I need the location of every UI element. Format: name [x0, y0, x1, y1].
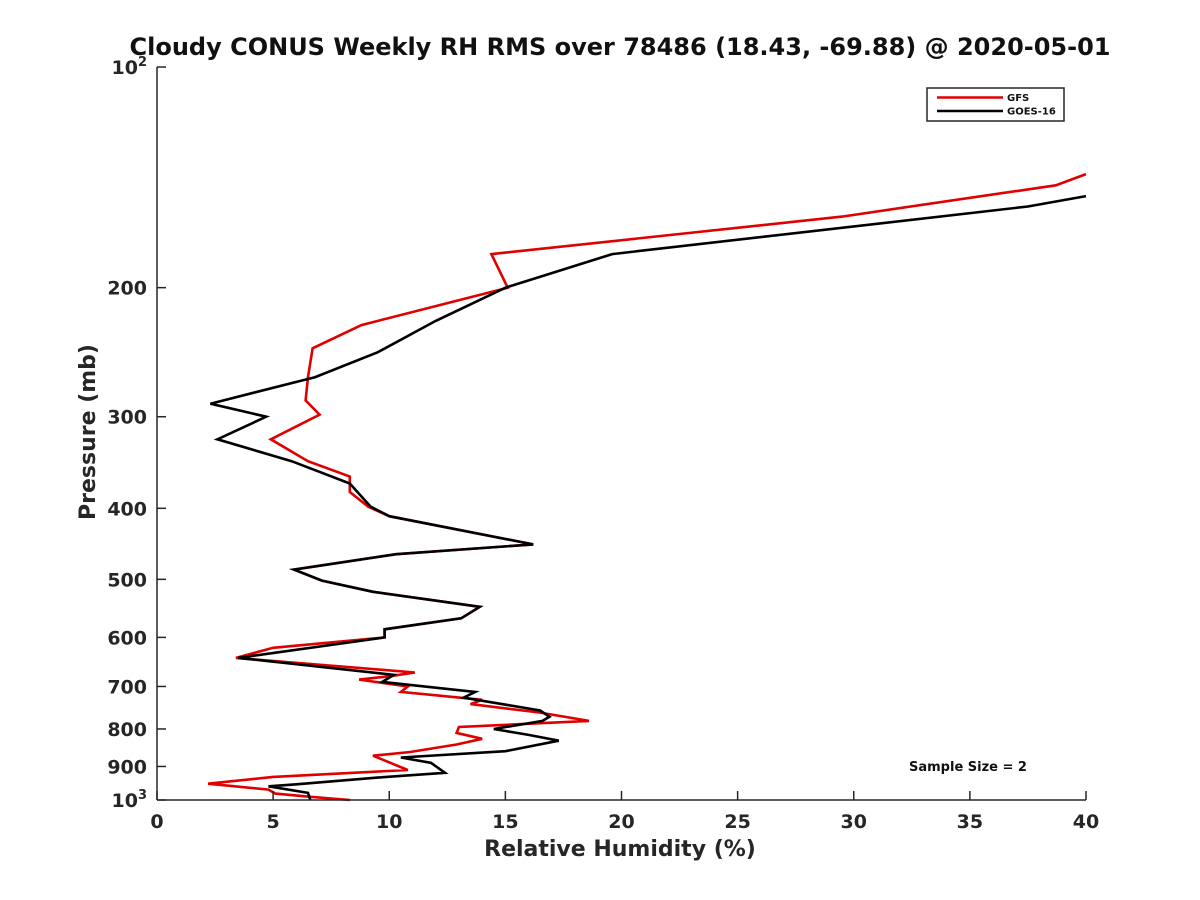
series-line-gfs — [207, 172, 1087, 802]
y-tick-label: 103 — [112, 788, 148, 812]
plot-area: 0 5 10 15 20 25 30 35 40 102 200 300 400 500 600 700 800… — [107, 55, 1099, 833]
chart-title: Cloudy CONUS Weekly RH RMS over 78486 (1… — [130, 33, 1111, 61]
legend-box — [926, 87, 1065, 122]
x-tick-label: 5 — [267, 811, 280, 833]
legend: GFS GOES-16 — [926, 87, 1065, 122]
y-tick-label: 600 — [107, 627, 147, 649]
x-axis-label: Relative Humidity (%) — [484, 837, 756, 862]
y-axis-label: Pressure (mb) — [76, 344, 101, 520]
y-tick-label: 800 — [107, 719, 147, 741]
x-tick-label: 20 — [608, 811, 634, 833]
y-tick-label: 102 — [112, 55, 148, 79]
sample-size-annotation: Sample Size = 2 — [909, 760, 1027, 775]
x-tick-label: 25 — [724, 811, 750, 833]
y-tick-label: 700 — [107, 676, 147, 698]
y-tick-label: 400 — [107, 498, 147, 520]
x-tick-label: 30 — [841, 811, 867, 833]
y-tick-label: 200 — [107, 278, 147, 300]
x-tick-label: 35 — [957, 811, 983, 833]
x-tick-label: 10 — [376, 811, 402, 833]
legend-label-gfs: GFS — [1007, 93, 1029, 104]
y-tick-label: 300 — [107, 407, 147, 429]
x-tick-label: 0 — [150, 811, 163, 833]
x-tick-label: 15 — [492, 811, 518, 833]
x-tick-label: 40 — [1073, 811, 1099, 833]
y-tick-label: 900 — [107, 756, 147, 778]
series-line-goes16 — [210, 194, 1087, 801]
legend-label-goes16: GOES-16 — [1007, 107, 1056, 118]
y-tick-label: 500 — [107, 569, 147, 591]
